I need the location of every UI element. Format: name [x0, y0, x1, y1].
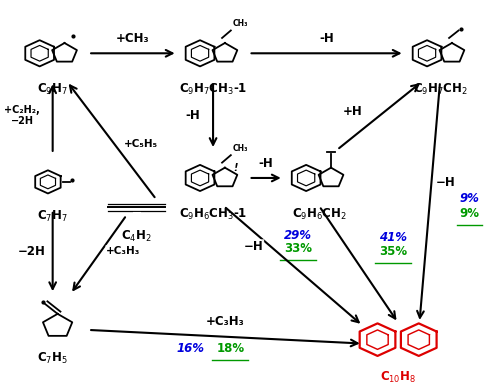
- Text: -H: -H: [258, 157, 274, 170]
- Text: C$_4$H$_2$: C$_4$H$_2$: [121, 229, 152, 244]
- Text: CH₃: CH₃: [232, 144, 248, 153]
- Text: 33%: 33%: [284, 242, 312, 255]
- Text: 18%: 18%: [216, 342, 244, 355]
- Text: 16%: 16%: [177, 342, 205, 355]
- Text: 41%: 41%: [379, 231, 407, 244]
- Text: -H: -H: [319, 32, 334, 45]
- Text: 9%: 9%: [460, 207, 479, 220]
- Text: !: !: [234, 163, 238, 173]
- Text: C$_9$H$_6$CH$_3$-1: C$_9$H$_6$CH$_3$-1: [179, 207, 247, 222]
- Text: C$_9$H$_6$CH$_2$: C$_9$H$_6$CH$_2$: [292, 207, 346, 222]
- Text: −2H: −2H: [18, 246, 46, 258]
- Text: +CH₃: +CH₃: [116, 32, 150, 45]
- Text: -H: -H: [185, 109, 200, 122]
- Text: C$_{10}$H$_8$: C$_{10}$H$_8$: [380, 370, 416, 385]
- Text: C$_7$H$_5$: C$_7$H$_5$: [38, 351, 68, 366]
- Text: −H: −H: [436, 176, 456, 189]
- Text: C$_7$H$_7$: C$_7$H$_7$: [38, 209, 68, 224]
- Text: C$_9$H$_7$CH$_2$: C$_9$H$_7$CH$_2$: [412, 82, 468, 97]
- Text: CH₃: CH₃: [232, 19, 248, 28]
- Text: C$_9$H$_7$: C$_9$H$_7$: [38, 82, 68, 97]
- Text: +H: +H: [342, 105, 362, 118]
- Text: +C₃H₃: +C₃H₃: [106, 246, 140, 256]
- Text: +C₃H₃: +C₃H₃: [206, 315, 245, 328]
- Text: 29%: 29%: [284, 229, 312, 242]
- Text: +C₅H₅: +C₅H₅: [124, 139, 158, 149]
- Text: C$_9$H$_7$CH$_3$-1: C$_9$H$_7$CH$_3$-1: [179, 82, 247, 97]
- Text: −H: −H: [244, 240, 264, 253]
- Text: 9%: 9%: [460, 192, 479, 204]
- Text: 35%: 35%: [379, 245, 408, 258]
- Text: +C₂H₂,
−2H: +C₂H₂, −2H: [4, 105, 40, 126]
